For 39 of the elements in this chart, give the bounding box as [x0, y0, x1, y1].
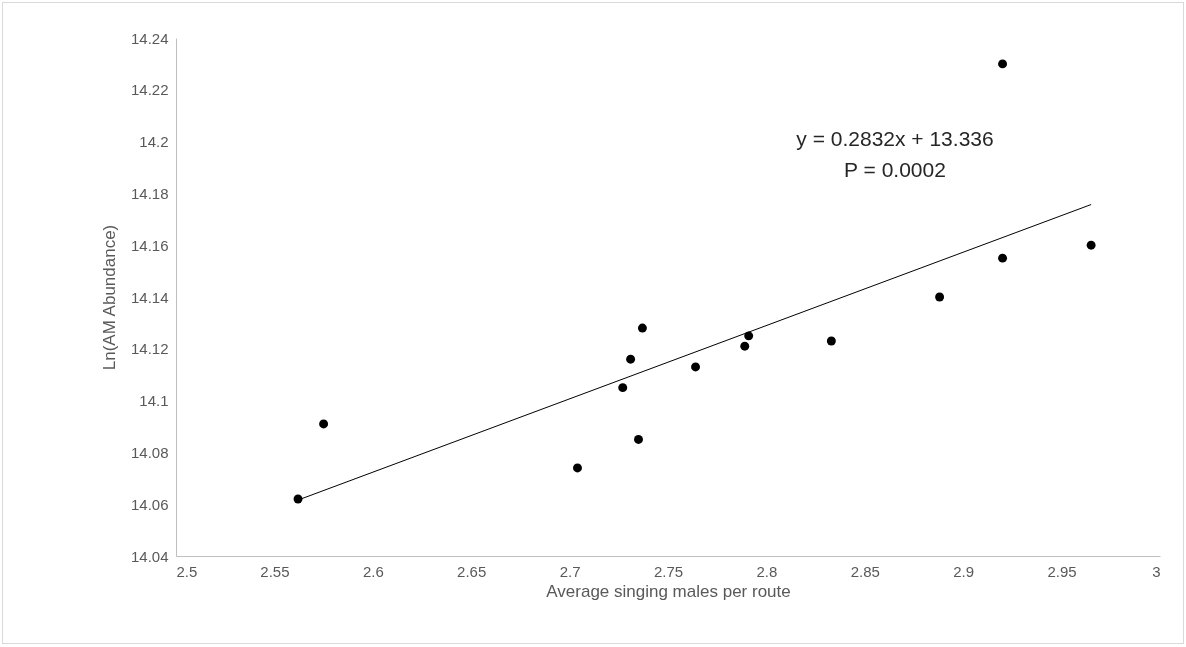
- y-tick-label: 14.18: [130, 184, 169, 202]
- point: [826, 336, 836, 346]
- x-tick-label: 2.5: [176, 562, 198, 580]
- point: [319, 419, 329, 429]
- x-tick-label: 2.95: [1047, 562, 1077, 580]
- y-tick-label: 14.14: [130, 288, 169, 306]
- x-tick-label: 2.85: [850, 562, 880, 580]
- x-tick-label: 2.55: [260, 562, 290, 580]
- y-tick-label: 14.16: [130, 236, 169, 254]
- y-tick-label: 14.12: [130, 340, 169, 358]
- point: [935, 292, 945, 302]
- point: [691, 362, 701, 372]
- point: [998, 253, 1008, 263]
- point: [637, 323, 647, 333]
- x-tick-label: 3: [1152, 562, 1161, 580]
- x-tick-label: 2.7: [559, 562, 581, 580]
- point: [998, 59, 1008, 69]
- x-tick-label: 2.6: [362, 562, 384, 580]
- point: [618, 383, 628, 393]
- y-tick-label: 14.22: [130, 81, 169, 99]
- point: [740, 341, 750, 351]
- point: [1086, 240, 1096, 250]
- annotation: y = 0.2832x + 13.336: [796, 127, 994, 150]
- y-axis-title: Ln(AM Abundance): [99, 224, 119, 371]
- x-tick-label: 2.65: [457, 562, 487, 580]
- y-tick-label: 14.08: [130, 443, 169, 461]
- y-tick-label: 14.04: [130, 547, 169, 565]
- y-tick-label: 14.24: [130, 29, 169, 47]
- y-tick-label: 14.2: [139, 133, 169, 151]
- x-tick-label: 2.8: [756, 562, 778, 580]
- y-tick-label: 14.06: [130, 495, 169, 513]
- point: [634, 434, 643, 444]
- annotation: P = 0.0002: [844, 158, 946, 181]
- y-tick-label: 14.1: [139, 392, 169, 410]
- point: [626, 354, 636, 364]
- x-tick-label: 2.75: [653, 562, 684, 580]
- x-axis-title: Average singing males per route: [546, 581, 791, 601]
- point: [573, 463, 582, 473]
- x-tick-label: 2.9: [953, 562, 975, 580]
